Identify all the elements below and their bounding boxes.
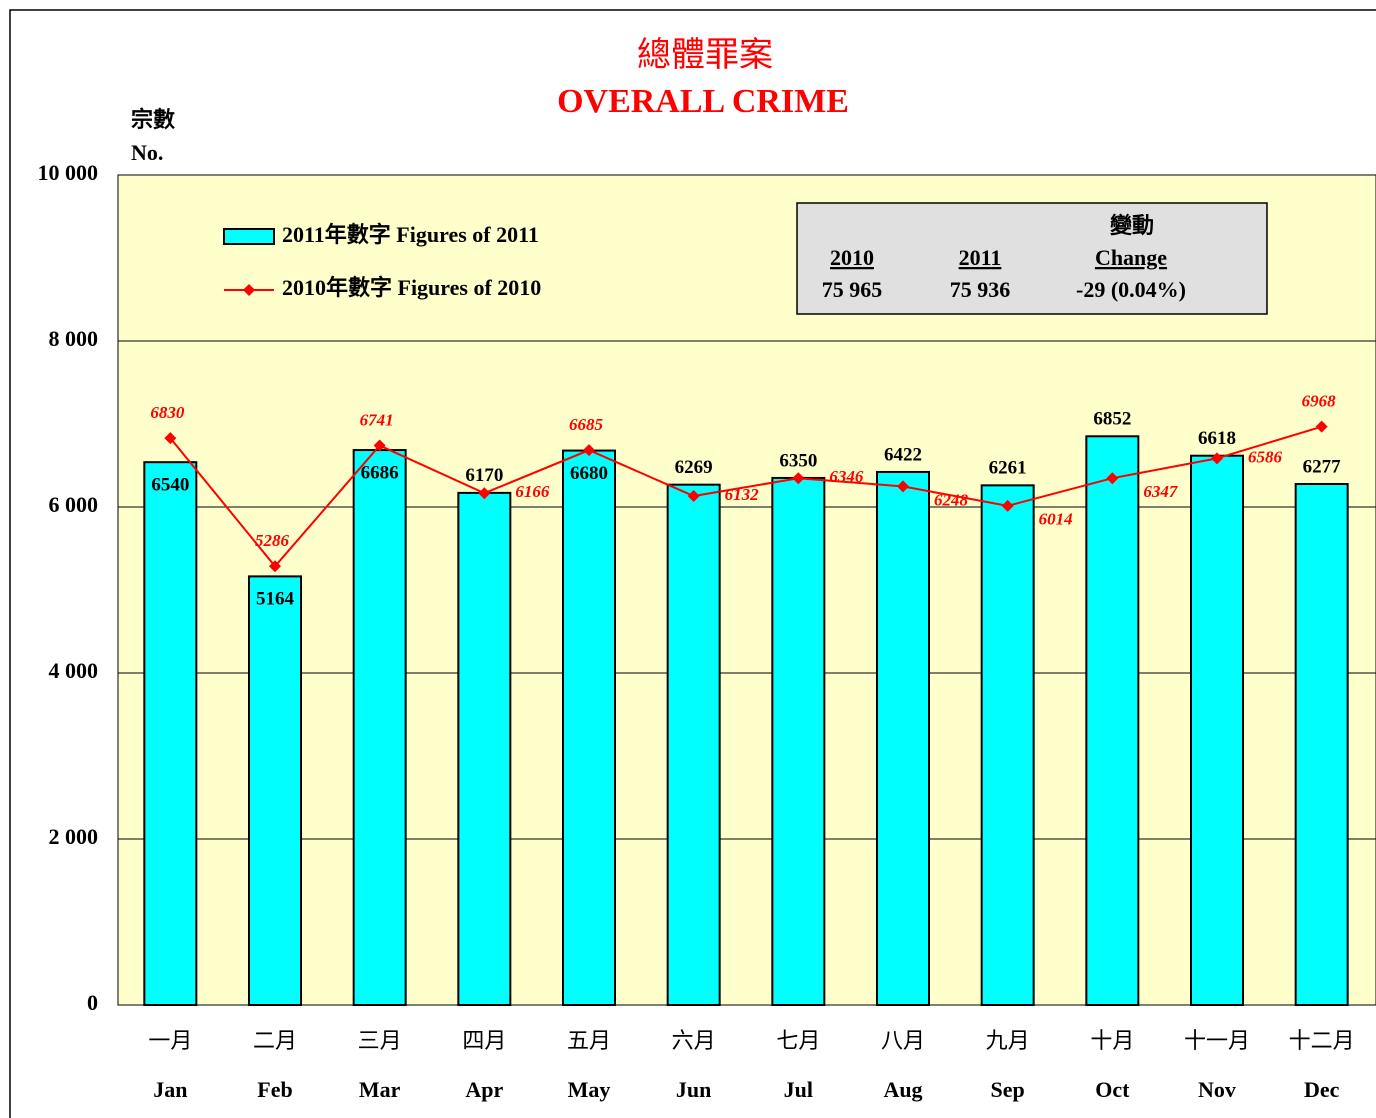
x-tick-label-zh: 三月 [358, 1028, 402, 1053]
summary-header: 2010 [830, 245, 874, 270]
legend-label: 2010年數字 Figures of 2010 [282, 275, 541, 300]
x-tick-label: Nov [1198, 1077, 1236, 1102]
line-value-label: 5286 [255, 531, 290, 550]
bar [562, 449, 616, 1006]
line-series [169, 425, 1322, 568]
bar [1085, 435, 1140, 1006]
x-tick-label-zh: 十二月 [1289, 1028, 1355, 1053]
y-tick-label: 4 000 [49, 658, 99, 683]
x-tick-label: Mar [359, 1077, 401, 1102]
x-tick-label-zh: 八月 [881, 1028, 925, 1053]
x-tick-label: Jul [784, 1077, 813, 1102]
bar-value-label: 6277 [1303, 456, 1342, 477]
y-tick-label: 2 000 [49, 824, 99, 849]
chart-title: 總體罪案 [637, 36, 773, 74]
line-value-label: 6347 [1143, 482, 1179, 501]
y-tick-label: 0 [87, 990, 98, 1015]
bar [143, 461, 198, 1006]
line-marker [1001, 499, 1014, 512]
line-value-label: 6132 [725, 485, 760, 504]
x-tick-label: Feb [257, 1077, 292, 1102]
bar-value-label: 6540 [151, 475, 189, 496]
legend-marker [243, 284, 255, 296]
line-marker [1211, 452, 1223, 465]
bar [352, 449, 407, 1006]
bar-value-label: 5164 [256, 589, 295, 610]
line-value-label: 6968 [1302, 392, 1337, 411]
y-axis-label: No. [131, 140, 163, 165]
line-marker [164, 432, 177, 445]
chart-subtitle: OVERALL CRIME [557, 83, 849, 120]
bar [876, 470, 930, 1006]
line-marker [373, 439, 386, 452]
legend-label: 2011年數字 Figures of 2011 [282, 222, 539, 247]
bar-value-label: 6686 [361, 462, 399, 483]
bar [1190, 454, 1244, 1006]
bar [457, 491, 512, 1006]
line-marker [1106, 472, 1119, 485]
x-tick-label: Jan [153, 1077, 187, 1102]
bar [666, 483, 721, 1007]
x-tick-label: Oct [1095, 1077, 1130, 1102]
bar [771, 476, 826, 1006]
line-value-label: 6741 [360, 410, 394, 429]
summary-value: -29 (0.04%) [1076, 277, 1186, 302]
y-tick-label: 6 000 [49, 492, 99, 517]
line-marker [792, 472, 805, 485]
line-value-label: 6014 [1039, 510, 1073, 529]
bar-value-label: 6618 [1198, 428, 1236, 449]
x-tick-label: Dec [1304, 1077, 1340, 1102]
line-value-label: 6685 [569, 415, 604, 434]
summary-header: Change [1095, 245, 1167, 270]
x-tick-label-zh: 十月 [1090, 1028, 1134, 1053]
x-tick-label-zh: 九月 [986, 1028, 1030, 1053]
bar-value-label: 6350 [779, 450, 817, 471]
x-tick-label: Jun [676, 1077, 711, 1102]
x-tick-label-zh: 五月 [567, 1028, 611, 1053]
bar [248, 575, 302, 1006]
x-tick-label: May [568, 1077, 611, 1102]
x-tick-label: Apr [465, 1077, 503, 1102]
bar-value-label: 6269 [675, 457, 713, 478]
bar [980, 484, 1035, 1007]
x-tick-label-zh: 二月 [253, 1028, 297, 1053]
legend-swatch [223, 228, 275, 245]
bar-value-label: 6170 [465, 465, 503, 486]
summary-change-zh: 變動 [1110, 213, 1154, 238]
line-marker [897, 480, 909, 493]
summary-value: 75 936 [950, 277, 1011, 302]
summary-header: 2011 [959, 245, 1002, 270]
y-tick-label: 8 000 [49, 326, 99, 351]
y-tick-label: 10 000 [38, 160, 99, 185]
line-value-label: 6248 [934, 490, 969, 509]
x-tick-label: Sep [991, 1077, 1025, 1102]
x-tick-label-zh: 六月 [672, 1028, 716, 1053]
summary-box [796, 202, 1268, 315]
bar-value-label: 6680 [570, 463, 608, 484]
line-marker [583, 444, 595, 457]
line-value-label: 6166 [515, 482, 550, 501]
line-marker [687, 490, 700, 503]
frame [9, 9, 1376, 1118]
x-tick-label-zh: 十一月 [1184, 1028, 1250, 1053]
line-value-label: 6346 [829, 467, 864, 486]
x-tick-label-zh: 七月 [776, 1028, 820, 1053]
bar [1294, 483, 1349, 1007]
summary-value: 75 965 [822, 277, 883, 302]
bar-value-label: 6261 [989, 458, 1027, 479]
x-tick-label: Aug [883, 1077, 922, 1102]
line-marker [1315, 420, 1328, 433]
y-axis-label-zh: 宗數 [131, 107, 175, 132]
line-value-label: 6586 [1248, 447, 1283, 466]
line-marker [269, 560, 281, 573]
x-tick-label-zh: 四月 [462, 1028, 506, 1053]
bar-value-label: 6852 [1093, 409, 1131, 430]
line-value-label: 6830 [150, 403, 185, 422]
x-tick-label-zh: 一月 [148, 1028, 192, 1053]
bar-value-label: 6422 [884, 444, 922, 465]
line-marker [478, 487, 491, 500]
